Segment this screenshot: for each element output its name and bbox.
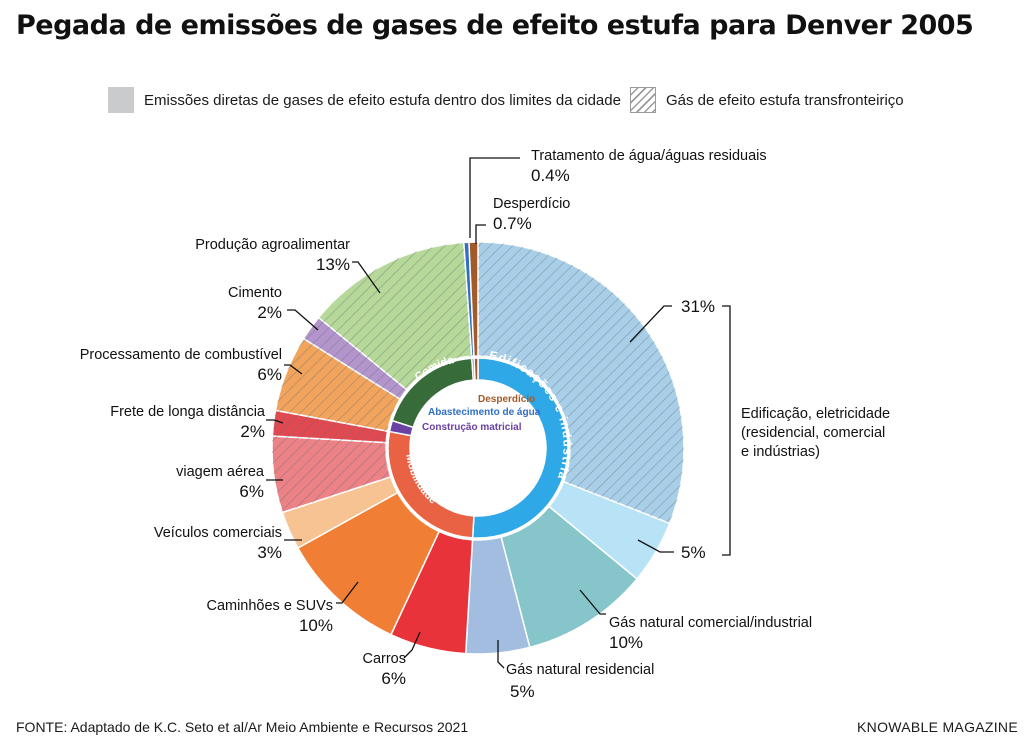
inner-label-abastecimento: Abastecimento de água — [428, 407, 541, 418]
hatch-frete — [272, 410, 388, 443]
legend-hatch-swatch — [630, 87, 656, 113]
hatch-agro — [318, 242, 472, 390]
brand-credit: KNOWABLE MAGAZINE — [857, 719, 1018, 735]
hatch-cimento — [303, 317, 407, 400]
slice-r-desp — [473, 357, 479, 381]
leader-gncom — [579, 589, 606, 615]
label-veiculos: Veículos comerciais — [154, 525, 282, 541]
leader-frete — [266, 419, 284, 424]
pct-gncom: 10% — [609, 633, 643, 652]
label-desp: Desperdício — [493, 196, 570, 212]
slice-r-edif — [471, 357, 569, 539]
label-gncom: Gás natural comercial/industrial — [609, 615, 812, 631]
label-combust: Processamento de combustível — [80, 347, 282, 363]
hatch-combust — [275, 338, 401, 432]
label-aerea: viagem aérea — [176, 464, 265, 480]
leader-cimento — [287, 309, 319, 331]
leader-carros — [403, 631, 421, 659]
leader-agua — [469, 157, 520, 238]
legend-transboundary-label: Gás de efeito estufa transfronteiriço — [666, 91, 904, 109]
legend-transboundary: Gás de efeito estufa transfronteiriço — [630, 86, 904, 114]
leader-caminhoes — [336, 581, 359, 604]
pct-agro: 13% — [316, 255, 350, 274]
label-cimento: Cimento — [228, 285, 282, 301]
bracket — [722, 305, 731, 556]
pct-desp: 0.7% — [493, 214, 532, 233]
leader-lines — [266, 157, 731, 669]
bracket-line-2: (residencial, comercial — [741, 425, 885, 441]
pct-frete: 2% — [240, 422, 265, 441]
leader-gnres — [497, 640, 505, 669]
hatch-overlays — [272, 242, 684, 524]
legend-solid-swatch — [108, 87, 134, 113]
label-carros: Carros — [362, 651, 406, 667]
label-agro: Produção agroalimentar — [195, 237, 350, 253]
inner-label-desperdicio: Desperdício — [478, 394, 535, 405]
leader-desp — [475, 224, 486, 244]
pct-aerea: 6% — [239, 482, 264, 501]
pct-cimento: 2% — [257, 303, 282, 322]
inner-ring — [387, 357, 569, 539]
hatch-edif31 — [478, 242, 684, 524]
legend-direct: Emissões diretas de gases de efeito estu… — [108, 86, 621, 114]
leader-agro — [352, 261, 381, 294]
bracket-line-1: Edificação, eletricidade — [741, 406, 890, 422]
leader-31pct — [629, 305, 672, 343]
pct-caminhoes: 10% — [299, 616, 333, 635]
inner-label-construcao: Construção matricial — [422, 422, 522, 433]
label-frete: Frete de longa distância — [110, 404, 266, 420]
leader-combust — [284, 364, 303, 375]
label-agua: Tratamento de água/águas residuais — [531, 148, 767, 164]
pct-carros: 6% — [381, 669, 406, 688]
pct-agua: 0.4% — [531, 166, 570, 185]
chart-title: Pegada de emissões de gases de efeito es… — [16, 10, 974, 41]
pct-combust: 6% — [257, 365, 282, 384]
pct-veiculos: 3% — [257, 543, 282, 562]
label-caminhoes: Caminhões e SUVs — [206, 598, 333, 614]
pct-edif31: 31% — [681, 297, 715, 316]
pct-gnres: 5% — [510, 682, 535, 701]
bracket-line-3: e indústrias) — [741, 444, 820, 460]
pct-edif5: 5% — [681, 543, 706, 562]
legend-direct-label: Emissões diretas de gases de efeito estu… — [144, 91, 621, 109]
source-note: FONTE: Adaptado de K.C. Seto et al/Ar Me… — [16, 719, 469, 735]
label-gnres: Gás natural residencial — [506, 662, 654, 678]
hatch-aerea — [272, 436, 391, 513]
leader-5pct — [637, 539, 674, 553]
